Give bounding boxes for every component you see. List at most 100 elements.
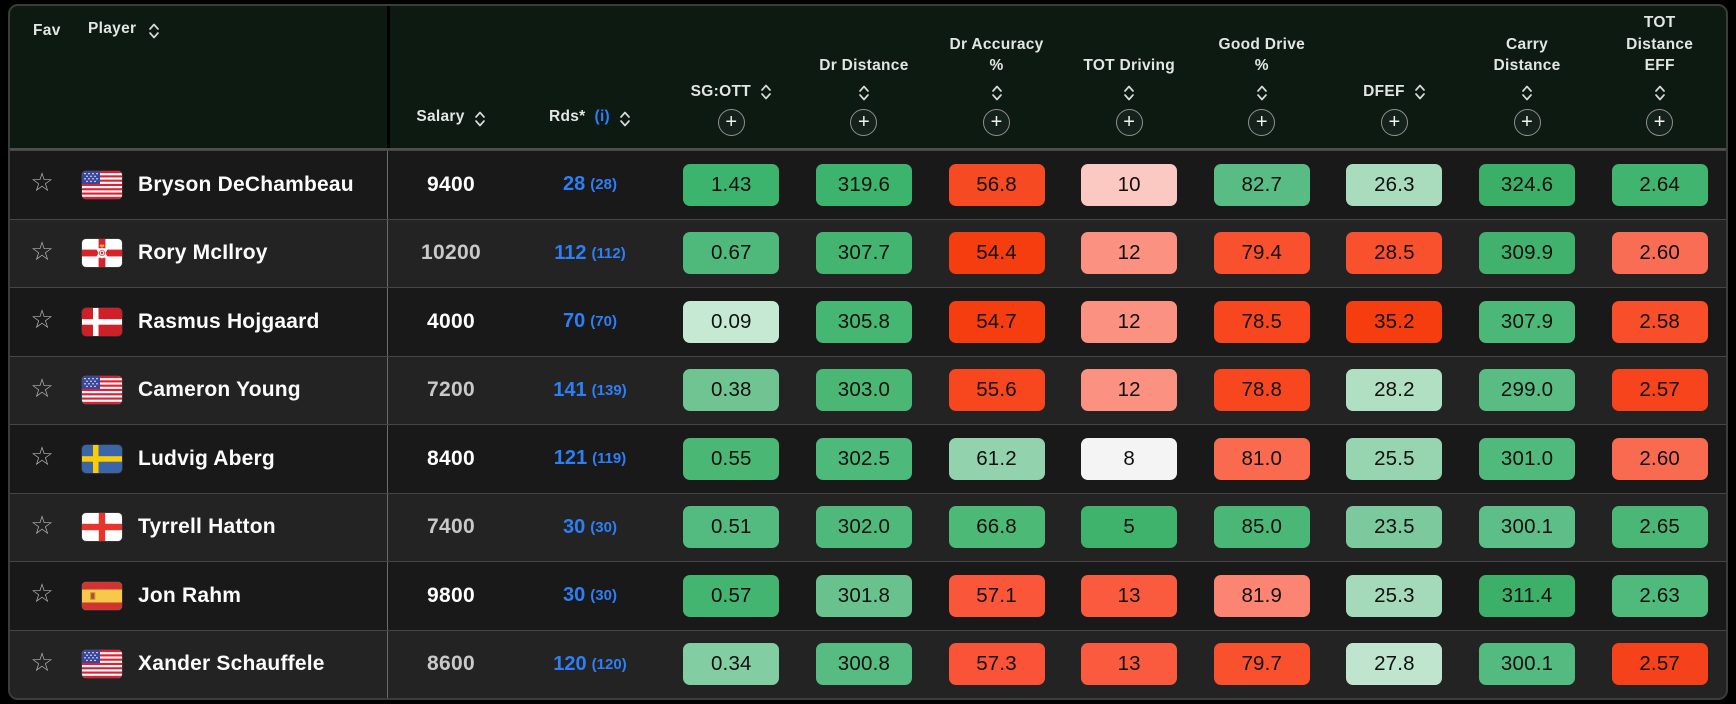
rounds-info-icon[interactable]: (i) bbox=[594, 108, 611, 125]
stat-badge: 0.09 bbox=[683, 300, 780, 343]
player-row[interactable]: ☆ Cameron Young 7200 141 (139) 0.38 303.0 55.6 1… bbox=[10, 355, 1726, 424]
stat-badge: 85.0 bbox=[1213, 506, 1310, 549]
stat-cell-dr-accuracy-pct: 54.7 bbox=[930, 288, 1063, 356]
column-header-carry-distance[interactable]: Carry Distance + bbox=[1461, 6, 1594, 148]
salary-cell: 9400 bbox=[387, 151, 515, 219]
add-column-button[interactable]: + bbox=[983, 109, 1011, 136]
sort-icon[interactable] bbox=[858, 83, 870, 103]
column-label-line: Dr Distance bbox=[819, 57, 909, 75]
sort-icon[interactable] bbox=[474, 109, 486, 129]
fav-cell: ☆ bbox=[10, 562, 74, 630]
stat-cell-carry-distance: 324.6 bbox=[1461, 151, 1594, 219]
salary-cell: 8600 bbox=[387, 631, 515, 699]
stat-cell-good-drive-pct: 81.0 bbox=[1196, 425, 1329, 493]
stat-badge: 35.2 bbox=[1346, 300, 1443, 343]
favorite-star-button[interactable]: ☆ bbox=[30, 236, 54, 267]
stat-cell-sg-ott: 0.57 bbox=[665, 562, 798, 630]
stat-cell-good-drive-pct: 82.7 bbox=[1196, 151, 1329, 219]
stat-badge: 2.60 bbox=[1611, 437, 1708, 480]
player-row[interactable]: ☆ Bryson DeChambeau 9400 28 (28) 1.43 319.6 56.… bbox=[10, 150, 1726, 219]
favorite-star-button[interactable]: ☆ bbox=[30, 305, 54, 336]
stat-badge: 8 bbox=[1081, 437, 1178, 480]
column-label-line: % bbox=[1254, 57, 1269, 75]
column-header-dfef[interactable]: DFEF + bbox=[1328, 6, 1461, 148]
favorite-star-button[interactable]: ☆ bbox=[30, 647, 54, 678]
rounds-cell: 30 (30) bbox=[515, 494, 665, 562]
rounds-column-header[interactable]: Rds* (i) bbox=[515, 6, 665, 148]
column-label-line: TOT Driving bbox=[1083, 57, 1176, 75]
stat-cell-dfef: 27.8 bbox=[1328, 631, 1461, 699]
stat-cell-sg-ott: 1.43 bbox=[665, 151, 798, 219]
salary-value: 7400 bbox=[427, 515, 475, 539]
column-header-dr-distance[interactable]: Dr Distance + bbox=[798, 6, 931, 148]
sort-icon[interactable] bbox=[991, 83, 1003, 103]
column-header-dr-accuracy-pct[interactable]: Dr Accuracy% + bbox=[930, 6, 1063, 148]
player-name: Rasmus Hojgaard bbox=[138, 309, 320, 333]
add-column-button[interactable]: + bbox=[1513, 109, 1541, 136]
stat-cell-tot-distance-eff: 2.60 bbox=[1593, 220, 1726, 288]
stat-badge: 23.5 bbox=[1346, 506, 1443, 549]
stat-cell-dfef: 25.3 bbox=[1328, 562, 1461, 630]
sort-icon[interactable] bbox=[1256, 83, 1268, 103]
stat-badge: 56.8 bbox=[948, 163, 1045, 206]
player-row[interactable]: ☆ Rory McIlroy 10200 112 (112) 0.67 307.7 54.4 1… bbox=[10, 218, 1726, 288]
fav-column-header: Fav bbox=[33, 22, 61, 39]
add-column-button[interactable]: + bbox=[1248, 109, 1276, 136]
favorite-star-button[interactable]: ☆ bbox=[30, 168, 54, 199]
player-row[interactable]: ☆ Xander Schauffele 8600 120 (120) 0.34 300.8 5… bbox=[10, 629, 1726, 699]
favorite-star-button[interactable]: ☆ bbox=[30, 510, 54, 541]
sort-icon[interactable] bbox=[1123, 83, 1135, 103]
favorite-star-button[interactable]: ☆ bbox=[30, 579, 54, 610]
stat-cell-good-drive-pct: 79.4 bbox=[1196, 220, 1329, 288]
player-column-label: Player bbox=[88, 20, 137, 37]
rounds-value: 30 bbox=[563, 515, 586, 538]
stat-badge: 307.7 bbox=[815, 232, 912, 275]
stat-badge: 299.0 bbox=[1479, 369, 1576, 412]
rounds-value: 28 bbox=[563, 173, 586, 196]
stat-cell-tot-driving: 5 bbox=[1063, 494, 1196, 562]
stat-badge: 54.7 bbox=[948, 300, 1045, 343]
sort-icon[interactable] bbox=[148, 21, 160, 41]
stat-badge: 0.57 bbox=[683, 574, 780, 617]
sort-icon[interactable] bbox=[1414, 82, 1426, 102]
stat-badge: 13 bbox=[1081, 643, 1178, 686]
player-row[interactable]: ☆ Ludvig Aberg 8400 121 (119) 0.55 302.5 61.2 8 8… bbox=[10, 424, 1726, 493]
stat-cell-tot-distance-eff: 2.57 bbox=[1593, 631, 1726, 699]
salary-column-header[interactable]: Salary bbox=[387, 6, 515, 148]
player-name: Ludvig Aberg bbox=[138, 446, 275, 470]
column-header-sg-ott[interactable]: SG:OTT + bbox=[665, 6, 798, 148]
player-row[interactable]: ☆ Rasmus Hojgaard 4000 70 (70) 0.09 305.8 54.7 1… bbox=[10, 287, 1726, 356]
stat-badge: 300.1 bbox=[1479, 506, 1576, 549]
sort-icon[interactable] bbox=[1521, 83, 1533, 103]
sort-icon[interactable] bbox=[760, 82, 772, 102]
player-column-header[interactable]: Player bbox=[74, 6, 387, 148]
column-label: Dr Distance bbox=[819, 55, 908, 77]
favorite-star-button[interactable]: ☆ bbox=[30, 442, 54, 473]
stat-badge: 78.5 bbox=[1213, 300, 1310, 343]
rounds-value-secondary: (112) bbox=[591, 244, 626, 262]
add-column-button[interactable]: + bbox=[717, 109, 745, 136]
column-header-good-drive-pct[interactable]: Good Drive% + bbox=[1196, 6, 1329, 148]
sort-icon[interactable] bbox=[619, 109, 631, 129]
favorite-star-button[interactable]: ☆ bbox=[30, 373, 54, 404]
player-row[interactable]: ☆ Jon Rahm 9800 30 (30) 0.57 301.8 57.1 13 81.9 25… bbox=[10, 561, 1726, 630]
column-header-tot-distance-eff[interactable]: TOT Distance EFF + bbox=[1593, 6, 1726, 148]
country-flag-us bbox=[82, 650, 122, 679]
column-label-line: Carry bbox=[1506, 35, 1549, 53]
column-header-tot-driving[interactable]: TOT Driving + bbox=[1063, 6, 1196, 148]
sort-icon[interactable] bbox=[1654, 83, 1666, 103]
add-column-button[interactable]: + bbox=[1115, 109, 1143, 136]
stat-badge: 81.9 bbox=[1213, 574, 1310, 617]
stat-cell-carry-distance: 300.1 bbox=[1461, 631, 1594, 699]
stat-badge: 300.1 bbox=[1479, 643, 1576, 686]
column-label: TOT Driving bbox=[1083, 55, 1175, 77]
add-column-button[interactable]: + bbox=[850, 109, 878, 136]
player-row[interactable]: ☆ Tyrrell Hatton 7400 30 (30) 0.51 302.0 66.8 5 8… bbox=[10, 492, 1726, 562]
fav-cell: ☆ bbox=[10, 288, 74, 356]
country-flag-us bbox=[82, 170, 122, 199]
add-column-button[interactable]: + bbox=[1380, 109, 1408, 136]
rounds-value: 121 bbox=[553, 447, 588, 470]
add-column-button[interactable]: + bbox=[1646, 109, 1674, 136]
stat-cell-carry-distance: 300.1 bbox=[1461, 494, 1594, 562]
rounds-cell: 70 (70) bbox=[515, 288, 665, 356]
